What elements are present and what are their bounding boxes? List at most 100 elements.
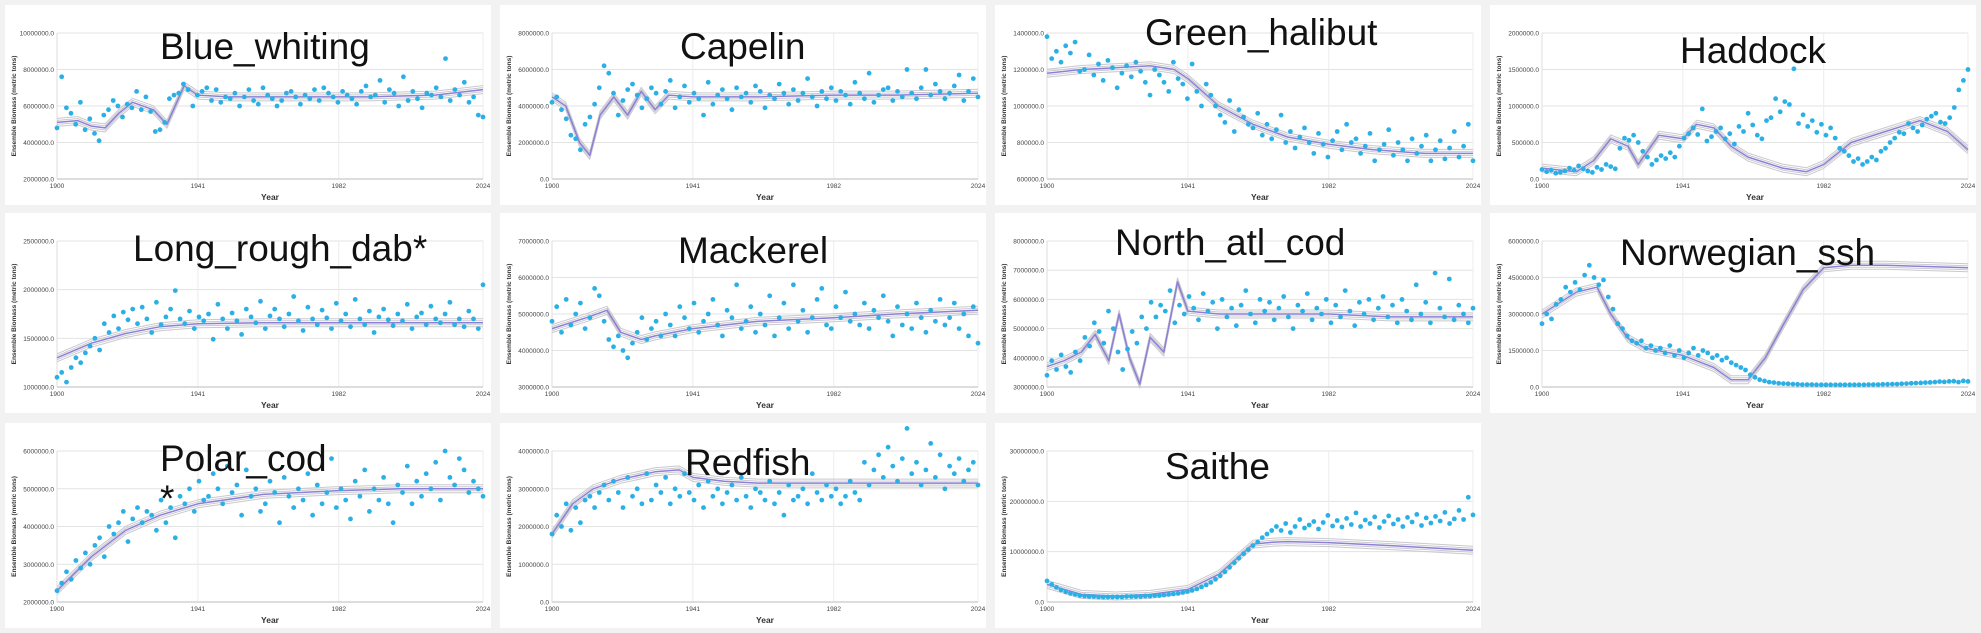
- x-tick-label: 2024: [1961, 391, 1976, 398]
- observed-point: [149, 512, 155, 518]
- observed-point: [649, 85, 654, 91]
- observed-point: [937, 297, 943, 302]
- y-axis-label: Ensemble Biomass (metric tons): [11, 56, 18, 157]
- observed-point: [951, 83, 957, 89]
- observed-point: [578, 300, 583, 306]
- observed-point: [961, 98, 967, 103]
- observed-point: [177, 316, 183, 322]
- observed-point: [372, 92, 378, 98]
- observed-point: [1960, 378, 1966, 384]
- observed-point: [248, 493, 254, 499]
- chart-svg: 0.0 2000000.0 4000000.0 6000000.0 8000000.0 1…: [506, 31, 986, 203]
- observed-point: [1456, 508, 1462, 513]
- observed-point: [1596, 282, 1602, 288]
- observed-point: [819, 497, 825, 503]
- observed-point: [549, 318, 555, 324]
- observed-point: [191, 326, 197, 331]
- observed-point: [1199, 584, 1204, 590]
- observed-point: [1747, 372, 1753, 378]
- observed-point: [54, 588, 60, 594]
- observed-point: [1358, 524, 1363, 529]
- x-axis-label: Year: [1746, 192, 1765, 202]
- observed-point: [1653, 348, 1658, 353]
- observed-point: [828, 493, 834, 499]
- observed-point: [753, 329, 758, 335]
- observed-point: [182, 501, 188, 507]
- observed-point: [1624, 333, 1630, 339]
- observed-point: [1199, 103, 1204, 109]
- observed-point: [1128, 594, 1134, 599]
- observed-point: [120, 114, 125, 120]
- x-tick-label: 1941: [1181, 183, 1196, 190]
- observed-point: [64, 379, 69, 385]
- observed-point: [1645, 154, 1650, 160]
- observed-point: [1259, 535, 1265, 540]
- observed-point: [1814, 129, 1820, 135]
- chart-svg: 1000000.0 1500000.0 2000000.0 2500000.0 1900…: [11, 239, 491, 411]
- observed-point: [1672, 154, 1678, 160]
- observed-point: [923, 67, 929, 72]
- observed-point: [1956, 87, 1962, 93]
- chart-svg: 0.0 10000000.0 20000000.0 30000000.0 1900 194…: [1001, 449, 1481, 626]
- observed-point: [1833, 382, 1838, 388]
- observed-point: [729, 315, 735, 321]
- observed-point: [933, 475, 938, 480]
- observed-point: [396, 103, 402, 109]
- observed-point: [154, 299, 159, 305]
- observed-point: [1362, 143, 1368, 149]
- observed-point: [338, 318, 344, 324]
- observed-point: [59, 74, 65, 80]
- observed-point: [1442, 156, 1448, 162]
- observed-point: [1608, 164, 1614, 170]
- observed-point: [229, 310, 235, 316]
- observed-point: [1599, 167, 1604, 172]
- observed-point: [452, 87, 458, 92]
- observed-point: [1227, 564, 1232, 570]
- observed-point: [748, 304, 754, 310]
- observed-point: [1553, 170, 1559, 176]
- observed-point: [1167, 288, 1173, 293]
- observed-point: [1658, 153, 1664, 159]
- x-tick-label: 2024: [971, 606, 986, 613]
- observed-point: [1804, 382, 1810, 387]
- observed-point: [258, 509, 263, 514]
- observed-point: [391, 90, 397, 96]
- observed-point: [1695, 132, 1701, 137]
- observed-point: [419, 493, 424, 499]
- y-tick-label: 1500000.0: [1508, 348, 1539, 355]
- observed-point: [1072, 39, 1078, 45]
- observed-point: [772, 501, 777, 507]
- observed-point: [1157, 593, 1162, 598]
- observed-point: [1334, 518, 1340, 523]
- observed-point: [1386, 513, 1392, 519]
- observed-point: [1795, 381, 1800, 387]
- observed-point: [1255, 110, 1261, 116]
- observed-point: [163, 520, 169, 526]
- observed-point: [606, 497, 612, 503]
- observed-point: [442, 448, 448, 454]
- observed-point: [1185, 589, 1190, 594]
- observed-point: [1442, 314, 1447, 320]
- observed-point: [1274, 524, 1279, 529]
- y-tick-label: 3000000.0: [1013, 385, 1044, 392]
- observed-point: [862, 96, 867, 102]
- observed-point: [862, 300, 867, 306]
- ensemble-mean-line: [1541, 119, 1969, 173]
- observed-point: [277, 520, 282, 526]
- observed-point: [1231, 560, 1237, 566]
- observed-point: [1227, 98, 1232, 103]
- observed-point: [824, 482, 829, 488]
- observed-point: [1091, 72, 1097, 78]
- observed-point: [1654, 157, 1659, 163]
- observed-point: [1100, 78, 1106, 83]
- observed-point: [1432, 270, 1438, 276]
- observed-point: [404, 301, 410, 307]
- observed-point: [101, 554, 107, 560]
- observed-point: [1124, 63, 1129, 69]
- observed-point: [1049, 358, 1055, 364]
- observed-point: [843, 493, 848, 499]
- observed-point: [1714, 353, 1720, 358]
- observed-point: [1738, 365, 1744, 370]
- y-axis-label: Ensemble Biomass (metric tons): [1496, 56, 1503, 157]
- observed-point: [1585, 168, 1591, 174]
